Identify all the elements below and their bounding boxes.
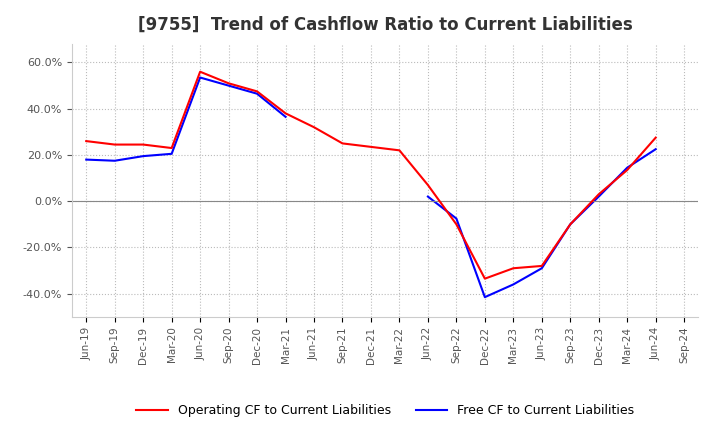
Operating CF to Current Liabilities xyxy=(566,222,575,227)
Line: Free CF to Current Liabilities: Free CF to Current Liabilities xyxy=(86,77,286,161)
Operating CF to Current Liabilities xyxy=(253,89,261,94)
Free CF to Current Liabilities xyxy=(82,157,91,162)
Operating CF to Current Liabilities xyxy=(623,167,631,172)
Operating CF to Current Liabilities xyxy=(167,145,176,150)
Operating CF to Current Liabilities xyxy=(310,125,318,130)
Operating CF to Current Liabilities xyxy=(366,144,375,150)
Operating CF to Current Liabilities xyxy=(537,263,546,268)
Free CF to Current Liabilities xyxy=(282,114,290,120)
Operating CF to Current Liabilities xyxy=(423,183,432,188)
Legend: Operating CF to Current Liabilities, Free CF to Current Liabilities: Operating CF to Current Liabilities, Fre… xyxy=(131,400,639,422)
Operating CF to Current Liabilities xyxy=(595,192,603,197)
Free CF to Current Liabilities xyxy=(110,158,119,163)
Operating CF to Current Liabilities xyxy=(652,135,660,140)
Free CF to Current Liabilities xyxy=(139,154,148,159)
Operating CF to Current Liabilities xyxy=(338,141,347,146)
Operating CF to Current Liabilities xyxy=(139,142,148,147)
Title: [9755]  Trend of Cashflow Ratio to Current Liabilities: [9755] Trend of Cashflow Ratio to Curren… xyxy=(138,16,633,34)
Operating CF to Current Liabilities xyxy=(225,81,233,86)
Free CF to Current Liabilities xyxy=(196,75,204,80)
Operating CF to Current Liabilities xyxy=(82,139,91,144)
Operating CF to Current Liabilities xyxy=(282,111,290,116)
Free CF to Current Liabilities xyxy=(253,91,261,96)
Operating CF to Current Liabilities xyxy=(395,148,404,153)
Free CF to Current Liabilities xyxy=(167,151,176,157)
Operating CF to Current Liabilities xyxy=(480,276,489,281)
Operating CF to Current Liabilities xyxy=(110,142,119,147)
Free CF to Current Liabilities xyxy=(225,83,233,88)
Operating CF to Current Liabilities xyxy=(509,266,518,271)
Operating CF to Current Liabilities xyxy=(196,69,204,74)
Operating CF to Current Liabilities xyxy=(452,222,461,227)
Line: Operating CF to Current Liabilities: Operating CF to Current Liabilities xyxy=(86,72,656,279)
